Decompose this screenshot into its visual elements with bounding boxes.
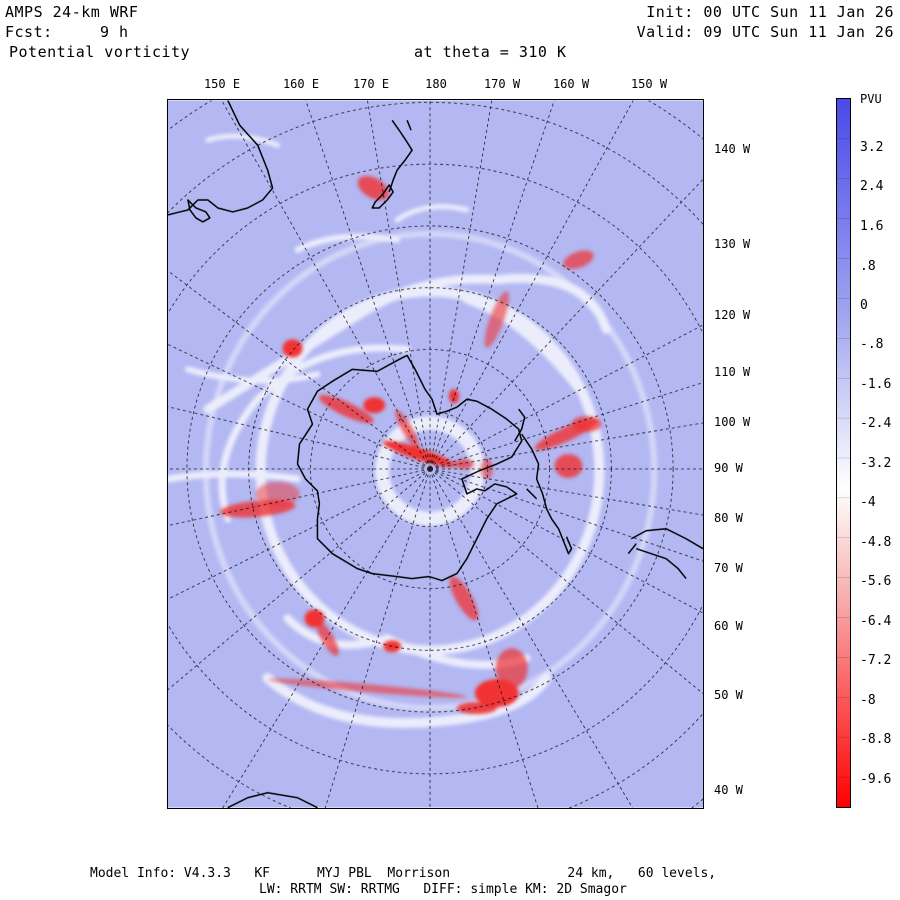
tasmania: [187, 199, 211, 223]
colorbar-label: -1.6: [860, 377, 892, 392]
lon-label-140w: 140 W: [714, 142, 751, 156]
colorbar-label: 1.6: [860, 219, 884, 234]
pv-map: [167, 99, 704, 809]
lon-label-130w: 130 W: [714, 237, 751, 251]
level-label: at theta = 310 K: [414, 43, 567, 61]
lon-label-50w: 50 W: [714, 688, 743, 702]
lon-label-150w: 150 W: [630, 77, 668, 91]
lon-label-180: 180: [425, 77, 447, 91]
lon-label-60w: 60 W: [714, 619, 743, 633]
forecast-label: Fcst:: [5, 23, 53, 41]
lon-label-170w: 170 W: [483, 77, 521, 91]
new-zealand-north: [388, 119, 413, 193]
colorbar-label: -2.4: [860, 416, 892, 431]
lon-label-160w: 160 W: [552, 77, 590, 91]
lon-label-100w: 100 W: [714, 415, 751, 429]
lon-label-150e: 150 E: [203, 77, 241, 91]
colorbar-label: -7.2: [860, 653, 892, 668]
colorbar-label: -4.8: [860, 535, 892, 550]
antarctic-peninsula: [514, 408, 573, 555]
new-zealand-south: [371, 184, 394, 209]
colorbar-label: 2.4: [860, 179, 884, 194]
valid-time: Valid: 09 UTC Sun 11 Jan 26: [636, 23, 894, 41]
colorbar-label: -9.6: [860, 772, 892, 787]
australia-coast: [168, 100, 274, 216]
lon-label-170e: 170 E: [352, 77, 390, 91]
field-name: Potential vorticity: [9, 43, 191, 61]
lon-label-120w: 120 W: [714, 308, 751, 322]
colorbar-label: -8: [860, 693, 876, 708]
colorbar-label: 0: [860, 298, 868, 313]
south-america-coast: [627, 527, 703, 580]
pv-negative-features: [219, 175, 602, 715]
colorbar-label: 3.2: [860, 140, 884, 155]
lon-label-40w: 40 W: [714, 783, 743, 797]
model-title: AMPS 24-km WRF: [5, 3, 139, 21]
forecast-value: 9 h: [100, 23, 129, 41]
lon-label-110w: 110 W: [714, 365, 751, 379]
colorbar-label: -4: [860, 495, 876, 510]
colorbar-label: -8.8: [860, 732, 892, 747]
colorbar-label: -3.2: [860, 456, 892, 471]
model-info-line2: LW: RRTM SW: RRTMG DIFF: simple KM: 2D S…: [259, 882, 627, 897]
antarctica-bottom-edge: [227, 791, 318, 808]
lon-label-160e: 160 E: [282, 77, 320, 91]
lon-label-90w: 90 W: [714, 461, 743, 475]
colorbar-unit: PVU: [860, 92, 882, 106]
colorbar-label: .8: [860, 259, 876, 274]
graticule: [168, 100, 703, 808]
pv-colorbar: [836, 98, 851, 808]
antarctica-coast: [296, 354, 523, 582]
colorbar-label: -5.6: [860, 574, 892, 589]
model-info-line1: Model Info: V4.3.3 KF MYJ PBL Morrison 2…: [90, 866, 717, 881]
colorbar-label: -6.4: [860, 614, 892, 629]
init-time: Init: 00 UTC Sun 11 Jan 26: [646, 3, 894, 21]
colorbar-label: -.8: [860, 337, 884, 352]
coastlines: [168, 100, 703, 808]
lon-label-80w: 80 W: [714, 511, 743, 525]
lon-label-70w: 70 W: [714, 561, 743, 575]
